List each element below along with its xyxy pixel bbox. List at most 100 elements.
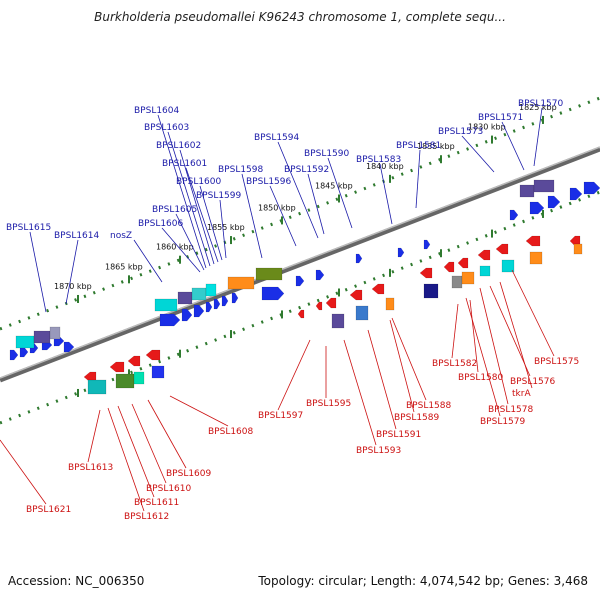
reverse-gene <box>145 349 161 361</box>
reverse-feature <box>133 371 145 385</box>
forward-leader-line <box>65 239 79 305</box>
reverse-gene <box>419 267 433 279</box>
forward-feature <box>205 283 217 297</box>
reverse-leader-line <box>343 339 377 446</box>
forward-gene-label: BPSL1596 <box>246 177 292 187</box>
accession-text: Accession: NC_006350 <box>8 574 145 588</box>
reverse-gene-label: BPSL1576 <box>510 377 556 387</box>
forward-feature <box>255 267 283 281</box>
forward-feature <box>227 276 255 290</box>
forward-feature <box>49 326 61 340</box>
forward-gene <box>355 253 363 264</box>
reverse-feature <box>451 275 463 289</box>
reverse-feature <box>151 365 165 379</box>
forward-gene-label: BPSL1600 <box>176 177 222 187</box>
forward-gene <box>231 292 239 304</box>
reverse-gene-label: BPSL1579 <box>480 417 526 427</box>
forward-gene-label: BPSL1594 <box>254 133 300 143</box>
forward-feature <box>154 298 178 312</box>
forward-leader-line <box>269 185 297 247</box>
reverse-gene-label: BPSL1595 <box>306 399 351 409</box>
forward-gene <box>181 308 193 322</box>
forward-leader-line <box>277 141 319 239</box>
reverse-feature <box>461 271 475 285</box>
reverse-gene-label: BPSL1578 <box>488 405 534 415</box>
forward-gene <box>9 349 19 361</box>
reverse-gene-label: BPSL1582 <box>432 359 477 369</box>
scale-label: 1860 kbp <box>156 243 194 252</box>
forward-gene <box>213 298 221 310</box>
reverse-gene <box>297 309 305 319</box>
forward-leader-line <box>379 163 393 225</box>
forward-gene-label: BPSL1598 <box>218 165 264 175</box>
reverse-gene-label: BPSL1611 <box>134 498 179 508</box>
reverse-gene-label: BPSL1609 <box>166 469 212 479</box>
backbone-line <box>0 146 600 383</box>
forward-feature <box>15 335 35 349</box>
forward-gene <box>159 313 181 327</box>
forward-gene-label: BPSL1571 <box>478 113 523 123</box>
reverse-gene-label: BPSL1613 <box>68 463 113 473</box>
forward-leader-line <box>241 173 263 259</box>
forward-gene <box>63 341 75 353</box>
reverse-gene <box>495 243 509 255</box>
forward-gene-label: nosZ <box>110 231 132 241</box>
reverse-gene-label: BPSL1593 <box>356 446 401 456</box>
forward-gene-label: BPSL1604 <box>134 106 180 116</box>
scale-label: 1825 kbp <box>519 103 557 112</box>
scale-label: 1830 kbp <box>468 123 506 132</box>
forward-gene <box>193 304 205 318</box>
reverse-leader-line <box>451 303 459 359</box>
forward-leader-line <box>179 149 215 265</box>
forward-gene <box>423 239 431 250</box>
map-title: Burkholderia pseudomallei K96243 chromos… <box>94 10 506 24</box>
reverse-feature <box>115 373 135 389</box>
reverse-leader-line <box>469 299 479 373</box>
scale-label: 1850 kbp <box>258 203 296 212</box>
forward-leader-line <box>175 213 205 271</box>
scale-label: 1865 kbp <box>105 262 143 271</box>
forward-gene-label: BPSL1590 <box>304 149 350 159</box>
reverse-feature <box>355 305 369 321</box>
reverse-gene <box>315 301 323 311</box>
forward-gene-label: BPSL1614 <box>54 231 100 241</box>
reverse-leader-line <box>169 395 229 427</box>
reverse-feature <box>87 379 107 395</box>
scale-label: 1870 kbp <box>54 282 92 291</box>
reverse-feature <box>331 313 345 329</box>
forward-leader-line <box>219 199 227 259</box>
forward-gene <box>569 187 583 201</box>
forward-leader-line <box>415 149 421 209</box>
forward-leader-line <box>161 227 201 273</box>
reverse-gene <box>325 297 337 309</box>
forward-feature <box>519 184 535 198</box>
forward-gene <box>397 247 405 258</box>
reverse-gene <box>371 283 385 295</box>
scale-label: 1835 kbp <box>417 142 455 151</box>
forward-gene <box>509 209 519 221</box>
forward-gene-label: BPSL1583 <box>356 155 401 165</box>
reverse-leader-line <box>489 285 531 377</box>
forward-gene-label: BPSL1573 <box>438 127 483 137</box>
forward-feature <box>191 287 207 301</box>
reverse-gene <box>443 261 455 273</box>
forward-gene-label: BPSL1601 <box>162 159 207 169</box>
forward-gene-label: BPSL1615 <box>6 223 51 233</box>
forward-gene-label: BPSL1581 <box>396 141 441 151</box>
reverse-leader-line <box>147 399 187 469</box>
reverse-gene-label: BPSL1610 <box>146 484 192 494</box>
reverse-leader-line <box>367 329 397 430</box>
reverse-gene-label: BPSL1588 <box>406 401 452 411</box>
forward-gene <box>19 346 29 358</box>
forward-leader-line <box>29 231 47 313</box>
reverse-leader-line <box>511 269 555 357</box>
forward-leader-line <box>501 121 525 171</box>
topology-summary: Topology: circular; Length: 4,074,542 bp… <box>258 574 588 588</box>
reverse-gene-label: BPSL1612 <box>124 512 169 522</box>
inner-scale-track <box>0 190 600 425</box>
reverse-leader-line <box>499 281 533 389</box>
backbone-highlight <box>0 146 600 379</box>
reverse-leader-line <box>117 405 155 498</box>
forward-gene-label: BPSL1603 <box>144 123 189 133</box>
